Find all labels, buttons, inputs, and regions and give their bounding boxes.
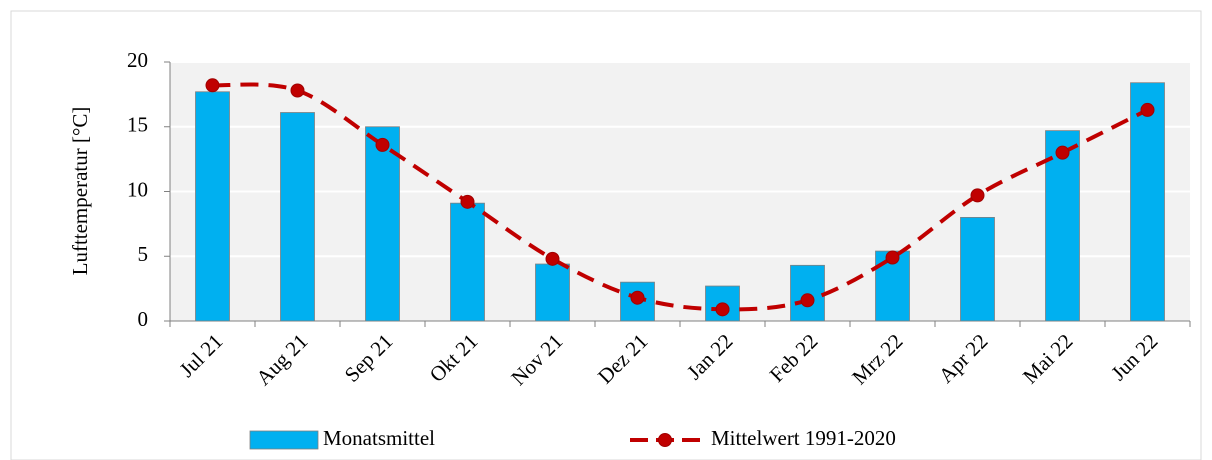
y-tick-label: 10 (127, 177, 148, 201)
bar (450, 202, 485, 322)
line-marker (970, 188, 985, 203)
line-marker (885, 250, 900, 265)
bar (535, 263, 570, 322)
line-marker (205, 78, 220, 93)
legend-label: Monatsmittel (323, 426, 435, 450)
legend-label: Mittelwert 1991-2020 (711, 426, 896, 450)
line-marker (545, 251, 560, 266)
line-marker (375, 137, 390, 152)
y-tick-label: 15 (127, 113, 148, 137)
line (212, 82, 1149, 312)
legend-marker (658, 433, 672, 447)
bar (960, 216, 995, 322)
y-tick-label: 20 (127, 48, 148, 72)
line-marker (1140, 102, 1155, 117)
line-marker (290, 83, 305, 98)
line-marker (1055, 145, 1070, 160)
y-tick-label: 5 (138, 242, 149, 266)
line-marker (715, 302, 730, 317)
legend-swatch (249, 430, 319, 450)
line-marker (800, 293, 815, 308)
bar (1045, 130, 1080, 322)
y-tick-label: 0 (138, 307, 149, 331)
bar (790, 264, 825, 322)
y-axis-label: Lufttemperatur [°C] (68, 107, 92, 276)
bar (195, 91, 230, 322)
bar (365, 126, 400, 322)
bar (280, 112, 315, 322)
line-marker (460, 194, 475, 209)
line-marker (630, 290, 645, 305)
bar (1130, 82, 1165, 322)
